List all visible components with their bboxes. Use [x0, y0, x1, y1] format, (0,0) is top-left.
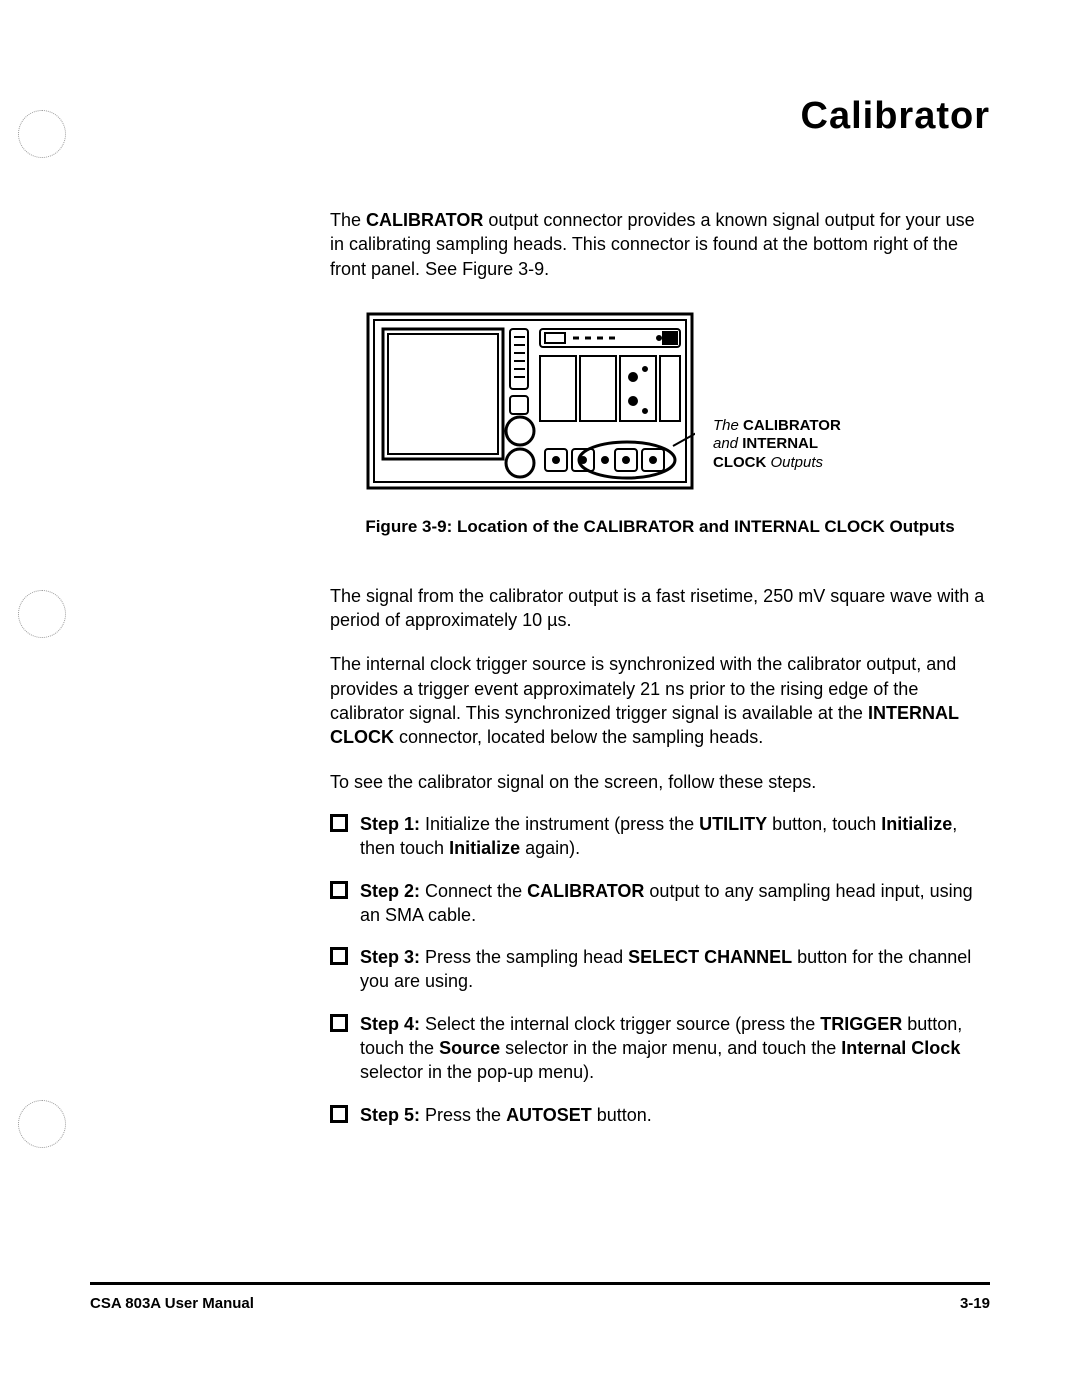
- step-2: Step 2: Connect the CALIBRATOR output to…: [330, 879, 990, 928]
- page-title: Calibrator: [330, 95, 990, 138]
- figure-3-9: The CALIBRATOR and INTERNAL CLOCK Output…: [330, 311, 990, 491]
- footer-page-number: 3-19: [960, 1295, 990, 1312]
- figure-caption: Figure 3-9: Location of the CALIBRATOR a…: [330, 516, 990, 539]
- figure-callout: The CALIBRATOR and INTERNAL CLOCK Output…: [713, 417, 873, 473]
- binding-hole: [18, 110, 66, 158]
- step-text: Step 1: Initialize the instrument (press…: [360, 812, 990, 861]
- step-3: Step 3: Press the sampling head SELECT C…: [330, 945, 990, 994]
- binding-hole: [18, 1100, 66, 1148]
- checkbox-icon: [330, 881, 348, 899]
- intro-paragraph: The CALIBRATOR output connector provides…: [330, 208, 990, 281]
- checkbox-icon: [330, 1014, 348, 1032]
- step-text: Step 4: Select the internal clock trigge…: [360, 1012, 990, 1085]
- page-content: Calibrator The CALIBRATOR output connect…: [330, 95, 990, 1145]
- checkbox-icon: [330, 1105, 348, 1123]
- step-1: Step 1: Initialize the instrument (press…: [330, 812, 990, 861]
- step-text: Step 5: Press the AUTOSET button.: [360, 1103, 652, 1127]
- step-4: Step 4: Select the internal clock trigge…: [330, 1012, 990, 1085]
- step-text: Step 3: Press the sampling head SELECT C…: [360, 945, 990, 994]
- callout-text: Outputs: [766, 454, 823, 471]
- body-paragraph: The signal from the calibrator output is…: [330, 584, 990, 633]
- checkbox-icon: [330, 814, 348, 832]
- callout-text: The: [713, 417, 739, 434]
- checkbox-icon: [330, 947, 348, 965]
- footer-manual-title: CSA 803A User Manual: [90, 1295, 254, 1312]
- body-paragraph: The internal clock trigger source is syn…: [330, 652, 990, 749]
- step-text: Step 2: Connect the CALIBRATOR output to…: [360, 879, 990, 928]
- binding-hole: [18, 590, 66, 638]
- steps-intro: To see the calibrator signal on the scre…: [330, 770, 990, 794]
- callout-text: CALIBRATOR: [739, 417, 841, 434]
- callout-text: and: [713, 435, 738, 452]
- device-illustration: [365, 311, 695, 491]
- page-footer: CSA 803A User Manual 3-19: [90, 1282, 990, 1312]
- step-5: Step 5: Press the AUTOSET button.: [330, 1103, 990, 1127]
